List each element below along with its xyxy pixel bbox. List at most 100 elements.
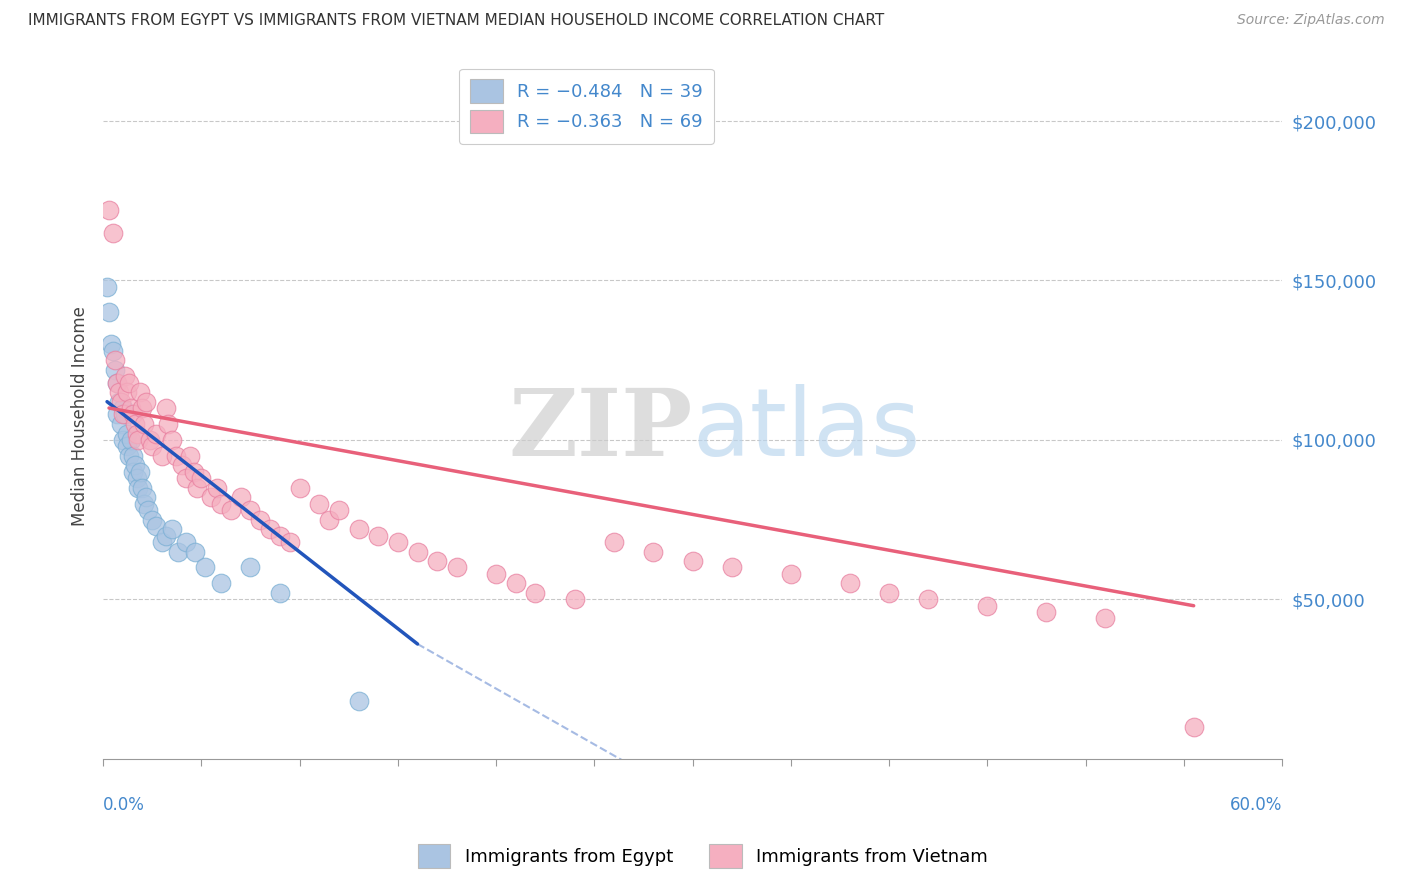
Text: Source: ZipAtlas.com: Source: ZipAtlas.com bbox=[1237, 13, 1385, 28]
Point bbox=[108, 385, 131, 400]
Point bbox=[124, 417, 146, 431]
Point bbox=[165, 449, 187, 463]
Text: atlas: atlas bbox=[693, 384, 921, 475]
Point bbox=[145, 519, 167, 533]
Point bbox=[101, 226, 124, 240]
Point bbox=[155, 528, 177, 542]
Point bbox=[121, 449, 143, 463]
Point bbox=[145, 426, 167, 441]
Point bbox=[131, 401, 153, 415]
Point bbox=[603, 535, 626, 549]
Point bbox=[209, 497, 232, 511]
Point bbox=[155, 401, 177, 415]
Point bbox=[239, 560, 262, 574]
Point bbox=[115, 426, 138, 441]
Point bbox=[115, 439, 138, 453]
Point bbox=[128, 433, 150, 447]
Point bbox=[105, 408, 128, 422]
Point bbox=[121, 408, 143, 422]
Point bbox=[367, 528, 389, 542]
Point bbox=[249, 513, 271, 527]
Point bbox=[135, 394, 157, 409]
Point bbox=[125, 426, 148, 441]
Point bbox=[141, 439, 163, 453]
Point bbox=[269, 528, 291, 542]
Point bbox=[156, 417, 179, 431]
Point bbox=[101, 343, 124, 358]
Point bbox=[150, 449, 173, 463]
Point bbox=[134, 497, 156, 511]
Point bbox=[219, 503, 242, 517]
Legend: Immigrants from Egypt, Immigrants from Vietnam: Immigrants from Egypt, Immigrants from V… bbox=[408, 834, 998, 879]
Point bbox=[111, 433, 134, 447]
Point bbox=[288, 481, 311, 495]
Point bbox=[183, 465, 205, 479]
Point bbox=[779, 566, 801, 581]
Point bbox=[387, 535, 409, 549]
Point bbox=[682, 554, 704, 568]
Point bbox=[205, 481, 228, 495]
Point bbox=[139, 433, 162, 447]
Point bbox=[1182, 720, 1205, 734]
Point bbox=[118, 449, 141, 463]
Point bbox=[269, 586, 291, 600]
Point bbox=[446, 560, 468, 574]
Point bbox=[838, 576, 860, 591]
Point bbox=[347, 522, 370, 536]
Point bbox=[184, 544, 207, 558]
Point bbox=[104, 353, 127, 368]
Point bbox=[129, 385, 152, 400]
Point bbox=[120, 401, 142, 415]
Point bbox=[239, 503, 262, 517]
Y-axis label: Median Household Income: Median Household Income bbox=[72, 306, 89, 526]
Point bbox=[114, 408, 136, 422]
Point bbox=[194, 560, 217, 574]
Text: IMMIGRANTS FROM EGYPT VS IMMIGRANTS FROM VIETNAM MEDIAN HOUSEHOLD INCOME CORRELA: IMMIGRANTS FROM EGYPT VS IMMIGRANTS FROM… bbox=[28, 13, 884, 29]
Point bbox=[1094, 611, 1116, 625]
Point bbox=[160, 433, 183, 447]
Point bbox=[186, 481, 208, 495]
Point bbox=[200, 491, 222, 505]
Point bbox=[134, 417, 156, 431]
Text: 0.0%: 0.0% bbox=[103, 797, 145, 814]
Point bbox=[125, 471, 148, 485]
Point bbox=[96, 280, 118, 294]
Point bbox=[976, 599, 998, 613]
Point bbox=[131, 481, 153, 495]
Point bbox=[108, 394, 131, 409]
Point bbox=[179, 449, 201, 463]
Point bbox=[129, 465, 152, 479]
Point bbox=[328, 503, 350, 517]
Legend: R = −0.484   N = 39, R = −0.363   N = 69: R = −0.484 N = 39, R = −0.363 N = 69 bbox=[460, 69, 714, 144]
Point bbox=[110, 417, 132, 431]
Point bbox=[115, 385, 138, 400]
Point bbox=[917, 592, 939, 607]
Point bbox=[105, 376, 128, 390]
Point bbox=[318, 513, 340, 527]
Point bbox=[259, 522, 281, 536]
Point bbox=[110, 394, 132, 409]
Point bbox=[174, 471, 197, 485]
Point bbox=[120, 433, 142, 447]
Point bbox=[160, 522, 183, 536]
Point bbox=[278, 535, 301, 549]
Point bbox=[426, 554, 449, 568]
Point bbox=[128, 481, 150, 495]
Point bbox=[98, 305, 121, 319]
Point bbox=[190, 471, 212, 485]
Point bbox=[564, 592, 586, 607]
Point bbox=[100, 337, 122, 351]
Point bbox=[308, 497, 330, 511]
Point bbox=[643, 544, 665, 558]
Point bbox=[124, 458, 146, 473]
Point bbox=[1035, 605, 1057, 619]
Point bbox=[229, 491, 252, 505]
Point bbox=[524, 586, 547, 600]
Point bbox=[118, 376, 141, 390]
Point bbox=[485, 566, 508, 581]
Point bbox=[104, 363, 127, 377]
Point bbox=[209, 576, 232, 591]
Point bbox=[505, 576, 527, 591]
Point bbox=[135, 491, 157, 505]
Point bbox=[141, 513, 163, 527]
